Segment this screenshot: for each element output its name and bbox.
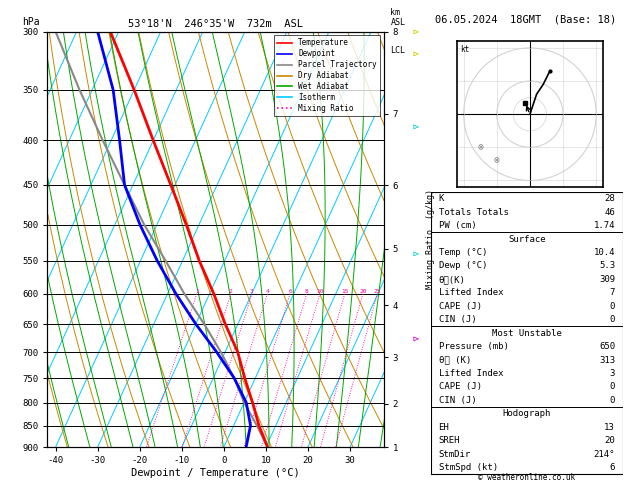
Title: 53°18'N  246°35'W  732m  ASL: 53°18'N 246°35'W 732m ASL bbox=[128, 19, 303, 30]
Text: 313: 313 bbox=[599, 356, 615, 364]
Text: 1: 1 bbox=[195, 289, 199, 294]
Text: 650: 650 bbox=[599, 342, 615, 351]
Text: 214°: 214° bbox=[594, 450, 615, 459]
Text: CIN (J): CIN (J) bbox=[438, 396, 476, 405]
Text: LCL: LCL bbox=[391, 47, 406, 55]
Text: ⊳: ⊳ bbox=[412, 249, 418, 259]
Text: 8: 8 bbox=[305, 289, 308, 294]
Text: StmSpd (kt): StmSpd (kt) bbox=[438, 463, 498, 472]
Text: SREH: SREH bbox=[438, 436, 460, 445]
Text: 0: 0 bbox=[610, 382, 615, 392]
Text: 6: 6 bbox=[288, 289, 292, 294]
Text: 0: 0 bbox=[610, 396, 615, 405]
Text: ⊗: ⊗ bbox=[494, 156, 499, 166]
Text: 20: 20 bbox=[359, 289, 367, 294]
Text: Totals Totals: Totals Totals bbox=[438, 208, 508, 217]
Text: 10: 10 bbox=[316, 289, 324, 294]
Text: 3: 3 bbox=[610, 369, 615, 378]
X-axis label: Dewpoint / Temperature (°C): Dewpoint / Temperature (°C) bbox=[131, 468, 300, 478]
Text: ⊳: ⊳ bbox=[412, 27, 418, 36]
Text: Dewp (°C): Dewp (°C) bbox=[438, 261, 487, 270]
Text: Surface: Surface bbox=[508, 235, 545, 243]
Text: CIN (J): CIN (J) bbox=[438, 315, 476, 324]
Text: 0: 0 bbox=[610, 315, 615, 324]
Text: 309: 309 bbox=[599, 275, 615, 284]
Legend: Temperature, Dewpoint, Parcel Trajectory, Dry Adiabat, Wet Adiabat, Isotherm, Mi: Temperature, Dewpoint, Parcel Trajectory… bbox=[274, 35, 380, 116]
Text: CAPE (J): CAPE (J) bbox=[438, 302, 482, 311]
Text: 10.4: 10.4 bbox=[594, 248, 615, 257]
Text: © weatheronline.co.uk: © weatheronline.co.uk bbox=[478, 473, 576, 482]
Text: 7: 7 bbox=[610, 288, 615, 297]
Text: Most Unstable: Most Unstable bbox=[492, 329, 562, 338]
Text: 4: 4 bbox=[265, 289, 269, 294]
Text: 1.74: 1.74 bbox=[594, 221, 615, 230]
Text: 15: 15 bbox=[341, 289, 348, 294]
Text: 3: 3 bbox=[250, 289, 253, 294]
Text: ⊳: ⊳ bbox=[412, 333, 418, 343]
Text: 28: 28 bbox=[604, 194, 615, 203]
Text: 2: 2 bbox=[229, 289, 233, 294]
Text: 5.3: 5.3 bbox=[599, 261, 615, 270]
Text: km
ASL: km ASL bbox=[391, 8, 406, 27]
Text: 13: 13 bbox=[604, 423, 615, 432]
Text: hPa: hPa bbox=[22, 17, 40, 27]
Text: 0: 0 bbox=[610, 302, 615, 311]
Text: EH: EH bbox=[438, 423, 449, 432]
Text: Lifted Index: Lifted Index bbox=[438, 369, 503, 378]
Text: CAPE (J): CAPE (J) bbox=[438, 382, 482, 392]
Text: 06.05.2024  18GMT  (Base: 18): 06.05.2024 18GMT (Base: 18) bbox=[435, 15, 616, 24]
Text: ⊳: ⊳ bbox=[412, 48, 418, 58]
Text: kt: kt bbox=[460, 45, 470, 53]
Text: ⊳: ⊳ bbox=[412, 122, 418, 132]
Text: Pressure (mb): Pressure (mb) bbox=[438, 342, 508, 351]
Text: K: K bbox=[438, 194, 444, 203]
Text: θᴄ(K): θᴄ(K) bbox=[438, 275, 465, 284]
Text: ⊗: ⊗ bbox=[477, 142, 483, 152]
Text: Temp (°C): Temp (°C) bbox=[438, 248, 487, 257]
Text: 25: 25 bbox=[374, 289, 381, 294]
Text: StmDir: StmDir bbox=[438, 450, 470, 459]
Text: 6: 6 bbox=[610, 463, 615, 472]
Text: Mixing Ratio  (g/kg): Mixing Ratio (g/kg) bbox=[426, 190, 435, 289]
Text: 46: 46 bbox=[604, 208, 615, 217]
Text: θᴄ (K): θᴄ (K) bbox=[438, 356, 470, 364]
Text: PW (cm): PW (cm) bbox=[438, 221, 476, 230]
Text: Hodograph: Hodograph bbox=[503, 409, 551, 418]
Text: 20: 20 bbox=[604, 436, 615, 445]
Text: Lifted Index: Lifted Index bbox=[438, 288, 503, 297]
